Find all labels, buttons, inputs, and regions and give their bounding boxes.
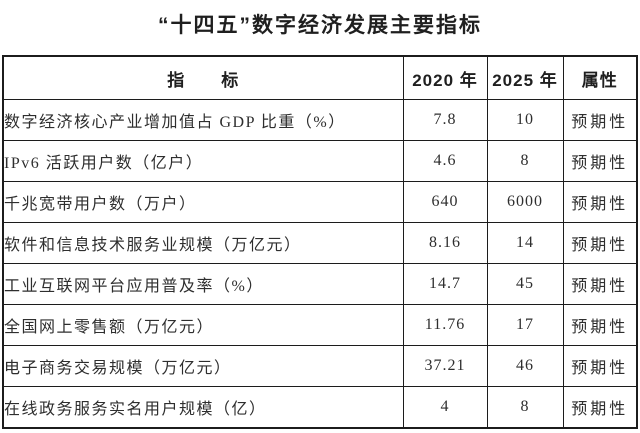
indicator-cell: 电子商务交易规模（万亿元） <box>2 345 404 387</box>
indicator-cell: 千兆宽带用户数（万户） <box>2 181 404 223</box>
indicator-cell: 软件和信息技术服务业规模（万亿元） <box>2 222 404 264</box>
col-header-indicator: 指 标 <box>2 55 404 100</box>
table-header: 指 标 2020 年 2025 年 属性 <box>2 55 638 100</box>
indicators-table: 指 标 2020 年 2025 年 属性 数字经济核心产业增加值占 GDP 比重… <box>2 55 638 429</box>
table-row: 全国网上零售额（万亿元） 11.76 17 预期性 <box>2 304 638 346</box>
value-2025-cell: 6000 <box>486 181 564 223</box>
indicator-cell: 在线政务服务实名用户规模（亿） <box>2 386 404 429</box>
indicator-cell: IPv6 活跃用户数（亿户） <box>2 140 404 182</box>
value-2025-cell: 10 <box>486 99 564 141</box>
value-2025-cell: 8 <box>486 386 564 429</box>
table-row: IPv6 活跃用户数（亿户） 4.6 8 预期性 <box>2 140 638 182</box>
table-row: 数字经济核心产业增加值占 GDP 比重（%） 7.8 10 预期性 <box>2 99 638 141</box>
page-title: “十四五”数字经济发展主要指标 <box>158 14 482 37</box>
value-2020-cell: 640 <box>402 181 488 223</box>
attribute-cell: 预期性 <box>562 263 638 305</box>
attribute-cell: 预期性 <box>562 181 638 223</box>
col-header-attribute: 属性 <box>562 55 638 100</box>
value-2025-cell: 8 <box>486 140 564 182</box>
attribute-cell: 预期性 <box>562 140 638 182</box>
value-2020-cell: 4.6 <box>402 140 488 182</box>
col-header-2025: 2025 年 <box>486 55 564 100</box>
table-row: 软件和信息技术服务业规模（万亿元） 8.16 14 预期性 <box>2 222 638 264</box>
value-2020-cell: 8.16 <box>402 222 488 264</box>
table-row: 在线政务服务实名用户规模（亿） 4 8 预期性 <box>2 386 638 429</box>
attribute-cell: 预期性 <box>562 222 638 264</box>
value-2020-cell: 11.76 <box>402 304 488 346</box>
table-row: 工业互联网平台应用普及率（%） 14.7 45 预期性 <box>2 263 638 305</box>
value-2025-cell: 46 <box>486 345 564 387</box>
table-row: 电子商务交易规模（万亿元） 37.21 46 预期性 <box>2 345 638 387</box>
indicator-cell: 全国网上零售额（万亿元） <box>2 304 404 346</box>
value-2025-cell: 14 <box>486 222 564 264</box>
col-header-2020: 2020 年 <box>402 55 488 100</box>
value-2025-cell: 17 <box>486 304 564 346</box>
value-2020-cell: 37.21 <box>402 345 488 387</box>
indicator-cell: 工业互联网平台应用普及率（%） <box>2 263 404 305</box>
attribute-cell: 预期性 <box>562 345 638 387</box>
attribute-cell: 预期性 <box>562 99 638 141</box>
value-2020-cell: 4 <box>402 386 488 429</box>
value-2020-cell: 14.7 <box>402 263 488 305</box>
value-2025-cell: 45 <box>486 263 564 305</box>
table-row: 千兆宽带用户数（万户） 640 6000 预期性 <box>2 181 638 223</box>
indicator-cell: 数字经济核心产业增加值占 GDP 比重（%） <box>2 99 404 141</box>
header-row: 指 标 2020 年 2025 年 属性 <box>2 55 638 100</box>
attribute-cell: 预期性 <box>562 304 638 346</box>
value-2020-cell: 7.8 <box>402 99 488 141</box>
table-body: 数字经济核心产业增加值占 GDP 比重（%） 7.8 10 预期性 IPv6 活… <box>2 99 638 429</box>
attribute-cell: 预期性 <box>562 386 638 429</box>
